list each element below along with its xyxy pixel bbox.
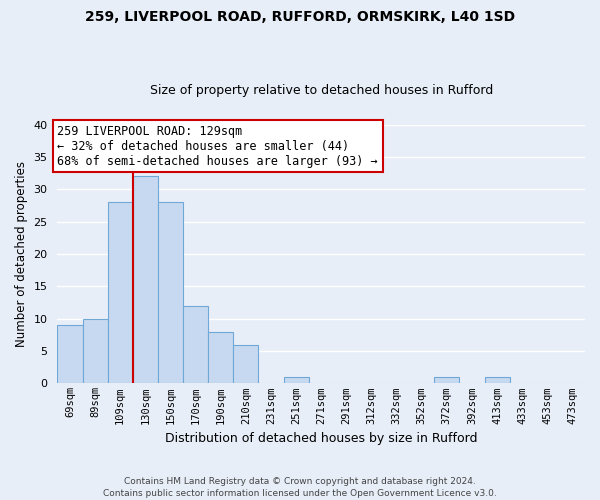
- Bar: [434, 377, 460, 384]
- Bar: [58, 325, 83, 384]
- Bar: [485, 377, 509, 384]
- Text: 259 LIVERPOOL ROAD: 129sqm
← 32% of detached houses are smaller (44)
68% of semi: 259 LIVERPOOL ROAD: 129sqm ← 32% of deta…: [58, 124, 378, 168]
- Bar: [183, 306, 208, 384]
- Title: Size of property relative to detached houses in Rufford: Size of property relative to detached ho…: [149, 84, 493, 97]
- Y-axis label: Number of detached properties: Number of detached properties: [15, 161, 28, 347]
- Bar: [208, 332, 233, 384]
- X-axis label: Distribution of detached houses by size in Rufford: Distribution of detached houses by size …: [165, 432, 478, 445]
- Bar: [83, 318, 107, 384]
- Text: 259, LIVERPOOL ROAD, RUFFORD, ORMSKIRK, L40 1SD: 259, LIVERPOOL ROAD, RUFFORD, ORMSKIRK, …: [85, 10, 515, 24]
- Bar: [233, 344, 259, 384]
- Bar: [133, 176, 158, 384]
- Bar: [107, 202, 133, 384]
- Bar: [158, 202, 183, 384]
- Bar: [284, 377, 308, 384]
- Text: Contains HM Land Registry data © Crown copyright and database right 2024.
Contai: Contains HM Land Registry data © Crown c…: [103, 476, 497, 498]
